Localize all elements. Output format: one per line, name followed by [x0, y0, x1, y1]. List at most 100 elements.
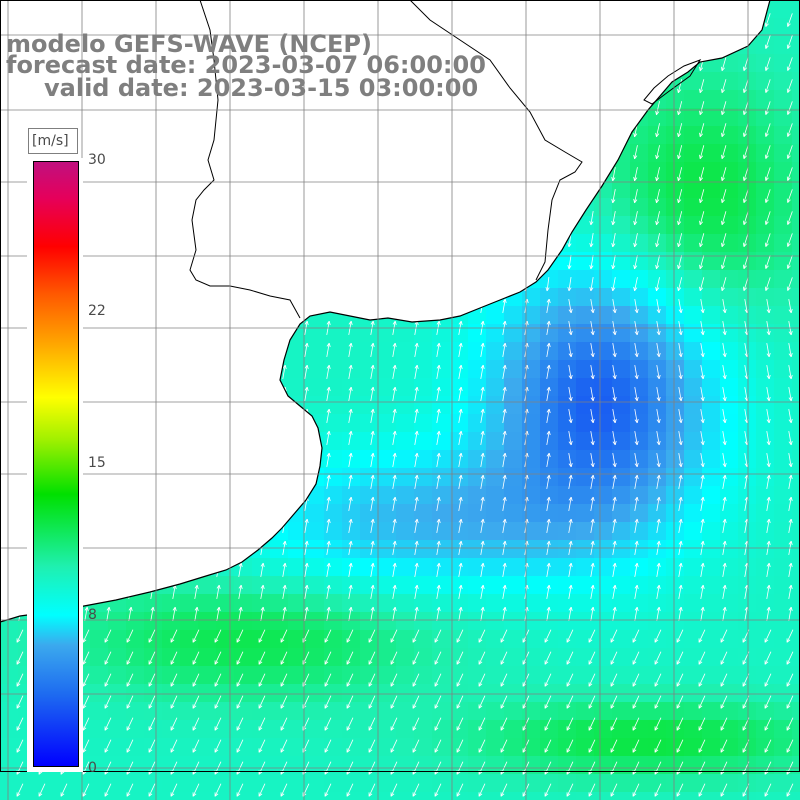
- speed-cell: [612, 576, 630, 594]
- speed-cell: [504, 684, 522, 702]
- speed-cell: [540, 342, 558, 360]
- speed-cell: [432, 450, 450, 468]
- speed-cell: [162, 648, 180, 666]
- speed-cell: [612, 468, 630, 486]
- wind-arrow: [390, 783, 398, 797]
- wind-arrow: [82, 739, 90, 753]
- speed-cell: [0, 720, 18, 738]
- speed-cell: [450, 540, 468, 558]
- speed-cell: [792, 558, 800, 576]
- wind-arrow: [258, 695, 266, 709]
- speed-cell: [450, 468, 468, 486]
- speed-cell: [468, 342, 486, 360]
- wind-arrow: [280, 739, 288, 753]
- speed-cell: [738, 522, 756, 540]
- speed-cell: [720, 684, 738, 702]
- wind-arrow: [480, 606, 485, 621]
- speed-cell: [666, 306, 684, 324]
- speed-cell: [612, 360, 630, 378]
- wind-arrow: [126, 783, 134, 797]
- speed-cell: [288, 720, 306, 738]
- colorbar: [33, 161, 79, 767]
- wind-arrow: [348, 584, 353, 599]
- wind-arrow: [786, 57, 793, 71]
- speed-cell: [432, 522, 450, 540]
- speed-cell: [630, 126, 648, 144]
- speed-cell: [738, 720, 756, 738]
- wind-arrow: [192, 629, 200, 643]
- wind-arrow: [126, 629, 134, 643]
- wind-arrow: [392, 342, 397, 357]
- wind-arrow: [722, 453, 727, 468]
- speed-cell: [504, 306, 522, 324]
- wind-arrow: [654, 651, 662, 665]
- speed-cell: [342, 540, 360, 558]
- speed-cell: [144, 594, 162, 612]
- speed-cell: [612, 270, 630, 288]
- speed-cell: [684, 144, 702, 162]
- wind-arrow: [699, 277, 705, 292]
- speed-cell: [792, 432, 800, 450]
- speed-cell: [756, 558, 774, 576]
- speed-cell: [414, 522, 432, 540]
- speed-cell: [396, 414, 414, 432]
- speed-cell: [702, 666, 720, 684]
- speed-cell: [162, 756, 180, 774]
- wind-arrow: [721, 101, 727, 115]
- speed-cell: [396, 396, 414, 414]
- speed-cell: [738, 450, 756, 468]
- speed-cell: [360, 468, 378, 486]
- speed-cell: [594, 558, 612, 576]
- wind-arrow: [788, 387, 793, 402]
- wind-arrow: [612, 343, 617, 358]
- speed-cell: [558, 558, 576, 576]
- speed-cell: [648, 774, 666, 792]
- wind-arrow: [502, 562, 507, 577]
- speed-cell: [792, 630, 800, 648]
- colorbar-units: [m/s]: [32, 133, 69, 149]
- speed-cell: [558, 378, 576, 396]
- wind-arrow: [720, 651, 728, 665]
- speed-cell: [702, 360, 720, 378]
- wind-arrow: [546, 496, 551, 511]
- speed-cell: [486, 324, 504, 342]
- speed-cell: [324, 792, 342, 800]
- speed-cell: [648, 558, 666, 576]
- speed-cell: [684, 396, 702, 414]
- wind-arrow: [655, 233, 660, 248]
- speed-cell: [666, 288, 684, 306]
- speed-cell: [774, 360, 792, 378]
- wind-arrow: [566, 651, 574, 665]
- speed-cell: [522, 468, 540, 486]
- wind-arrow: [764, 651, 772, 665]
- speed-cell: [54, 792, 72, 800]
- speed-cell: [126, 648, 144, 666]
- wind-arrow: [764, 145, 771, 159]
- wind-arrow: [238, 606, 243, 621]
- speed-cell: [270, 684, 288, 702]
- wind-arrow: [544, 717, 552, 731]
- speed-cell: [756, 648, 774, 666]
- wind-arrow: [788, 496, 793, 511]
- speed-cell: [342, 774, 360, 792]
- speed-cell: [414, 684, 432, 702]
- speed-cell: [396, 558, 414, 576]
- speed-cell: [270, 612, 288, 630]
- wind-arrow: [656, 431, 661, 446]
- wind-arrow: [170, 695, 178, 709]
- speed-cell: [594, 792, 612, 800]
- wind-arrow: [414, 386, 419, 401]
- wind-arrow: [655, 101, 660, 116]
- speed-cell: [432, 756, 450, 774]
- wind-arrow: [326, 562, 331, 577]
- speed-cell: [684, 234, 702, 252]
- speed-cell: [666, 162, 684, 180]
- wind-arrow: [258, 717, 266, 731]
- speed-cell: [612, 198, 630, 216]
- wind-arrow: [786, 629, 794, 643]
- wind-arrow: [414, 364, 419, 379]
- speed-cell: [648, 738, 666, 756]
- wind-arrow: [324, 783, 332, 797]
- speed-cell: [576, 630, 594, 648]
- wind-arrow: [282, 562, 287, 577]
